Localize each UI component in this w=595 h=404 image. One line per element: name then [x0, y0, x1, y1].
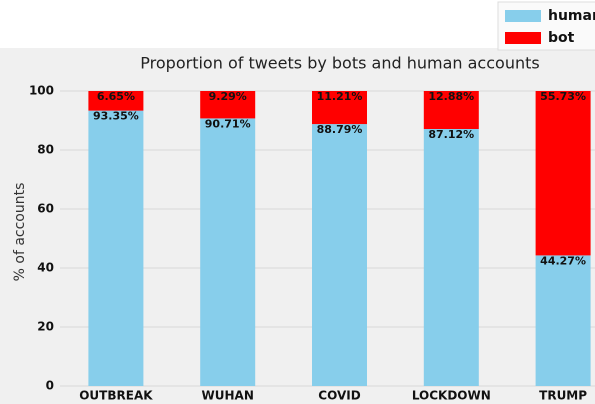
y-tick-label: 0 — [46, 379, 54, 393]
legend-label: bot — [548, 30, 575, 46]
chart-title: Proportion of tweets by bots and human a… — [140, 54, 539, 73]
bar-segment — [423, 91, 479, 129]
y-tick-label: 60 — [37, 202, 54, 216]
bar-segment — [200, 118, 256, 386]
bar-segment — [200, 91, 256, 119]
y-tick-label: 80 — [37, 143, 54, 157]
x-tick-label: OUTBREAK — [79, 389, 153, 403]
data-label: 87.12% — [428, 128, 474, 141]
y-tick-label: 20 — [37, 320, 54, 334]
bar-segment — [312, 91, 367, 125]
x-tick-label: TRUMP — [539, 389, 587, 403]
data-label: 12.88% — [428, 90, 474, 103]
data-label: 88.79% — [317, 123, 363, 136]
legend-label: human — [548, 8, 595, 24]
x-tick-label: LOCKDOWN — [412, 389, 491, 403]
bar-segment — [535, 91, 591, 256]
y-axis-label: % of accounts — [12, 183, 28, 282]
y-tick-label: 100 — [29, 84, 54, 98]
data-label: 90.71% — [205, 117, 251, 130]
legend-swatch — [505, 32, 541, 44]
bar-segment — [423, 128, 479, 386]
x-tick-label: COVID — [318, 389, 360, 403]
data-label: 44.27% — [540, 254, 586, 267]
data-label: 9.29% — [209, 90, 247, 103]
data-label: 11.21% — [317, 90, 363, 103]
legend-swatch — [505, 10, 541, 22]
x-tick-label: WUHAN — [202, 389, 254, 403]
y-tick-label: 40 — [37, 261, 54, 275]
data-label: 55.73% — [540, 90, 586, 103]
bar-segment — [88, 91, 144, 111]
bar-segment — [312, 124, 367, 386]
bar-segment — [88, 110, 144, 387]
data-label: 93.35% — [93, 110, 139, 123]
data-label: 6.65% — [97, 90, 135, 103]
bar-segment — [535, 255, 591, 386]
